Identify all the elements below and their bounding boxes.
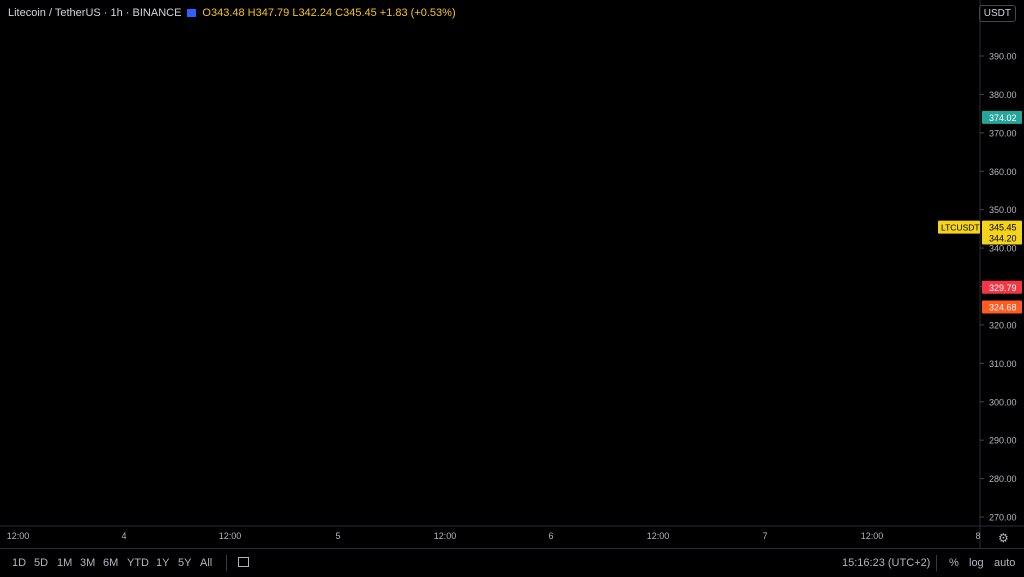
plot-area: [0, 0, 980, 526]
x-tick-label: 8: [975, 531, 980, 541]
y-tick-label: 270.00: [989, 513, 1017, 523]
target-price-label: 374.02: [989, 113, 1017, 123]
timeframe-1y[interactable]: 1Y: [156, 557, 170, 569]
prev-close-label-bg: [982, 231, 1022, 245]
y-tick-label: 310.00: [989, 359, 1017, 369]
symbol-tag-bg: [938, 220, 980, 234]
x-tick-label: 12:00: [861, 531, 884, 541]
x-tick-label: 4: [121, 531, 126, 541]
last-price-label-bg: [982, 220, 1022, 234]
ohlc-values: O343.48 H347.79 L342.24 C345.45 +1.83 (+…: [202, 7, 456, 19]
support-price-label-bg: [982, 300, 1022, 314]
timeframe-3m[interactable]: 3M: [80, 557, 96, 569]
settings-gear-icon: ⚙: [998, 531, 1009, 545]
target-price-label-bg: [982, 110, 1022, 124]
y-tick-label: 300.00: [989, 397, 1017, 407]
symbol-title[interactable]: Litecoin / TetherUS · 1h · BINANCE: [8, 7, 182, 19]
timeframe-6m[interactable]: 6M: [103, 557, 119, 569]
timeframe-5d[interactable]: 5D: [34, 557, 49, 569]
timeframe-1m[interactable]: 1M: [57, 557, 73, 569]
y-tick-label: 290.00: [989, 436, 1017, 446]
y-tick-label: 360.00: [989, 167, 1017, 177]
chart-header: Litecoin / TetherUS · 1h · BINANCE O343.4…: [8, 7, 456, 19]
x-tick-label: 5: [335, 531, 340, 541]
symbol-tag: LTCUSDT: [941, 223, 980, 233]
x-tick-label: 12:00: [434, 531, 457, 541]
y-tick-label: 380.00: [989, 90, 1017, 100]
stop-price-label-bg: [982, 280, 1022, 294]
flag-icon: [187, 9, 197, 17]
clock[interactable]: 15:16:23 (UTC+2): [842, 557, 931, 569]
currency-button[interactable]: USDT: [978, 5, 1016, 22]
y-tick-label: 350.00: [989, 205, 1017, 215]
bottom-toolbar: 1D 5D 1M 3M 6M YTD 1Y 5Y All 15:16:23 (U…: [0, 548, 1024, 577]
y-tick-label: 340.00: [989, 244, 1017, 254]
date-range-icon[interactable]: [238, 557, 249, 567]
log-toggle[interactable]: log: [969, 557, 984, 569]
toolbar-divider: [226, 555, 227, 571]
x-tick-label: 6: [548, 531, 553, 541]
stop-price-label: 329.79: [989, 283, 1017, 293]
toolbar-divider: [936, 555, 937, 571]
y-tick-label: 320.00: [989, 320, 1017, 330]
timeframe-ytd[interactable]: YTD: [127, 557, 149, 569]
x-tick-label: 12:00: [7, 531, 30, 541]
auto-toggle[interactable]: auto: [994, 557, 1016, 569]
x-tick-label: 12:00: [647, 531, 670, 541]
timeframe-1d[interactable]: 1D: [12, 557, 27, 569]
y-tick-label: 370.00: [989, 128, 1017, 138]
percent-toggle[interactable]: %: [949, 557, 959, 569]
y-tick-label: 390.00: [989, 52, 1017, 62]
axes: 390.00380.00370.00360.00350.00340.00330.…: [0, 0, 1024, 548]
timeframe-all[interactable]: All: [200, 557, 213, 569]
timeframe-5y[interactable]: 5Y: [178, 557, 192, 569]
prev-close-label: 344.20: [989, 233, 1017, 243]
x-tick-label: 7: [762, 531, 767, 541]
support-price-label: 324.68: [989, 302, 1017, 312]
price-chart[interactable]: 390.00380.00370.00360.00350.00340.00330.…: [0, 0, 1024, 548]
x-tick-label: 12:00: [219, 531, 242, 541]
last-price-label: 345.45: [989, 223, 1017, 233]
y-tick-label: 280.00: [989, 474, 1017, 484]
